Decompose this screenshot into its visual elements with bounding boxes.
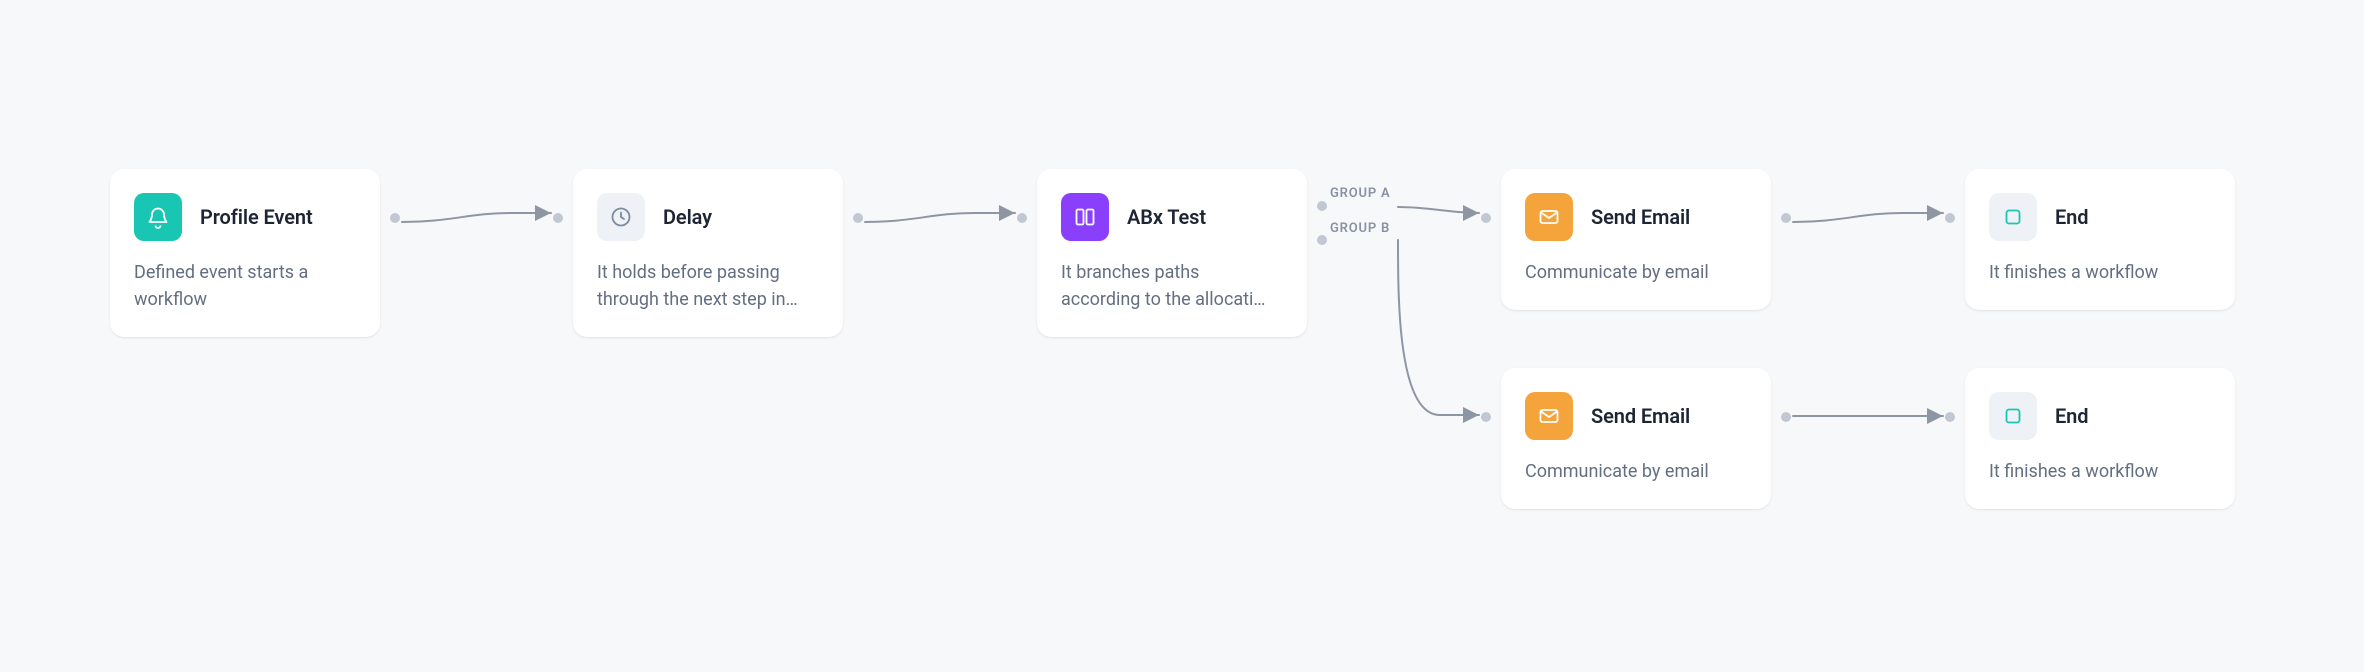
input-handle[interactable] (1481, 412, 1491, 422)
edge-abx-to-email-b (1398, 240, 1479, 415)
node-header: ABx Test (1061, 193, 1283, 241)
input-handle[interactable] (1481, 213, 1491, 223)
node-description: It finishes a workflow (1989, 458, 2211, 485)
node-send-email-a[interactable]: Send Email Communicate by email (1501, 169, 1771, 310)
edge-abx-to-email-a (1398, 207, 1479, 213)
output-handle-b[interactable] (1317, 235, 1327, 245)
node-abx-test[interactable]: ABx Test It branches paths according to … (1037, 169, 1307, 337)
edge-delay-to-abx (865, 213, 1015, 222)
split-icon (1061, 193, 1109, 241)
output-handle-a[interactable] (1317, 201, 1327, 211)
node-title: Delay (663, 205, 712, 229)
output-handle[interactable] (853, 213, 863, 223)
clock-icon (597, 193, 645, 241)
node-description: Defined event starts a workflow (134, 259, 356, 313)
node-description: Communicate by email (1525, 259, 1747, 286)
edge-email-a-to-end-a (1793, 213, 1943, 222)
node-title: End (2055, 404, 2088, 428)
bell-icon (134, 193, 182, 241)
node-delay[interactable]: Delay It holds before passing through th… (573, 169, 843, 337)
branch-label-a: GROUP A (1330, 186, 1390, 201)
node-profile-event[interactable]: Profile Event Defined event starts a wor… (110, 169, 380, 337)
node-description: It finishes a workflow (1989, 259, 2211, 286)
input-handle[interactable] (1945, 213, 1955, 223)
node-header: Send Email (1525, 392, 1747, 440)
node-description: It branches paths according to the alloc… (1061, 259, 1283, 313)
node-end-b[interactable]: End It finishes a workflow (1965, 368, 2235, 509)
branch-label-b: GROUP B (1330, 221, 1390, 236)
edge-profile-to-delay (402, 213, 551, 222)
output-handle[interactable] (1781, 412, 1791, 422)
node-header: End (1989, 193, 2211, 241)
stop-icon (1989, 193, 2037, 241)
mail-icon (1525, 392, 1573, 440)
node-header: Delay (597, 193, 819, 241)
node-title: ABx Test (1127, 205, 1206, 229)
output-handle[interactable] (390, 213, 400, 223)
node-description: It holds before passing through the next… (597, 259, 819, 313)
node-end-a[interactable]: End It finishes a workflow (1965, 169, 2235, 310)
node-send-email-b[interactable]: Send Email Communicate by email (1501, 368, 1771, 509)
node-title: End (2055, 205, 2088, 229)
node-title: Send Email (1591, 205, 1690, 229)
node-description: Communicate by email (1525, 458, 1747, 485)
node-title: Profile Event (200, 205, 313, 229)
output-handle[interactable] (1781, 213, 1791, 223)
node-header: End (1989, 392, 2211, 440)
node-header: Send Email (1525, 193, 1747, 241)
workflow-canvas: GROUP A GROUP B Profile Event Defined ev… (0, 0, 2364, 672)
input-handle[interactable] (553, 213, 563, 223)
input-handle[interactable] (1017, 213, 1027, 223)
input-handle[interactable] (1945, 412, 1955, 422)
stop-icon (1989, 392, 2037, 440)
mail-icon (1525, 193, 1573, 241)
node-title: Send Email (1591, 404, 1690, 428)
node-header: Profile Event (134, 193, 356, 241)
